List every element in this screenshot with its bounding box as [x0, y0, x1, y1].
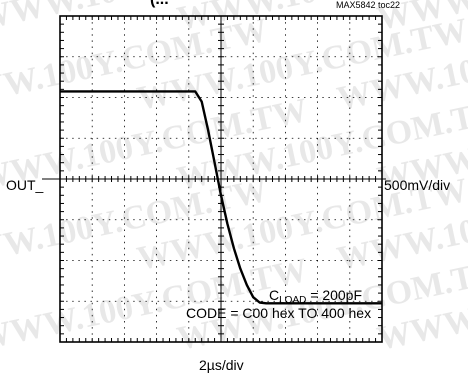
header-title-fragment: (...	[150, 0, 169, 9]
waveform-trace	[60, 90, 382, 305]
document-id: MAX5842 toc22	[335, 0, 400, 10]
annotation-code: CODE = C00 hex TO 400 hex	[186, 305, 372, 321]
annotation-cload-main: C	[269, 287, 280, 303]
time-scale-label: 2µs/div	[199, 357, 244, 373]
annotation-cload: CLOAD = 200pF	[269, 287, 362, 306]
vertical-scale-label: 500mV/div	[384, 177, 451, 193]
annotation-cload-rest: = 200pF	[306, 287, 363, 303]
annotation-cload-sub: LOAD	[279, 295, 307, 306]
trace-layer	[60, 90, 382, 305]
plot-grid	[42, 15, 386, 343]
channel-label: OUT_	[6, 177, 44, 193]
